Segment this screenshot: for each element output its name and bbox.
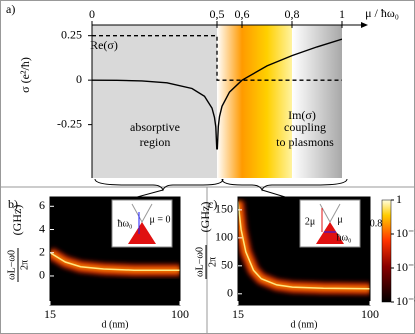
line: [92, 38, 342, 150]
x-axis-label: μ / ħω₀: [365, 6, 399, 20]
inset-label: 2μ: [305, 216, 315, 227]
heatmap-ridge: [50, 247, 180, 277]
inset-label: ħω₀: [117, 218, 133, 229]
brace: [94, 178, 224, 192]
y-axis-label: σ (e²/ħ): [18, 57, 32, 93]
ridge: [238, 201, 370, 290]
series-label: Im(σ): [288, 108, 316, 122]
x-tick-label: 15: [44, 307, 56, 321]
inset: 2μ μ ħω₀ = 0.8: [299, 199, 383, 248]
inset: ħω₀ μ = 0: [111, 199, 173, 248]
x-tick-label: 0: [89, 7, 95, 21]
annotation: coupling: [284, 120, 326, 134]
y-tick-label: 50: [221, 258, 233, 272]
y-tick-label: -0.25: [57, 116, 82, 130]
frame: [49, 196, 181, 306]
ridge: [50, 252, 180, 271]
y-tick-label: 4: [39, 221, 45, 235]
cone-lower: [128, 222, 156, 244]
x-tick-label: 1: [339, 7, 345, 21]
heatmap-ridge: [238, 200, 370, 295]
panel-label: a): [6, 2, 15, 16]
frame: [237, 196, 371, 306]
inset-label: = 0.8: [362, 218, 383, 229]
region: [217, 25, 292, 178]
x-tick-label: 100: [171, 307, 189, 321]
annotation: absorptive: [130, 120, 180, 134]
inset-label: μ = 0: [149, 214, 170, 225]
x-tick-label: 0,6: [235, 7, 250, 21]
colorbar: [381, 199, 392, 303]
x-axis-label: d (nm): [291, 319, 318, 330]
colorbar-tick-label: 10⁻²: [396, 260, 415, 274]
y-tick-label: 6: [39, 198, 45, 212]
line: [92, 35, 342, 81]
inset-label: ħω₀: [336, 232, 352, 243]
y-tick-label: 100: [215, 230, 233, 244]
x-tick-label: 0,8: [285, 7, 300, 21]
y-label-den: 2π: [19, 260, 30, 270]
colorbar-tick-label: 1: [396, 192, 402, 206]
brace: [221, 178, 348, 192]
panel-label: b): [8, 197, 18, 211]
y-label-num: ωL−ω0: [6, 250, 17, 280]
y-label-unit: (GHz): [198, 202, 212, 233]
x-tick-label: 0,5: [210, 7, 225, 21]
y-tick-label: 2: [39, 244, 45, 258]
region: [292, 25, 342, 178]
x-axis-label: d (nm): [102, 319, 129, 330]
series-label: Re(σ): [90, 38, 118, 52]
y-tick-label: 0: [39, 268, 45, 282]
cone-lower: [316, 222, 344, 244]
y-tick-label: 150: [215, 202, 233, 216]
y-tick-label: 0: [227, 286, 233, 300]
x-tick-label: 15: [232, 307, 244, 321]
y-label-num: ωL−ω0: [194, 247, 205, 277]
annotation: region: [140, 135, 171, 149]
colorbar-tick-label: 10⁻¹: [396, 226, 415, 240]
y-label-unit: (GHz): [10, 205, 24, 236]
y-tick-label: 0.25: [61, 27, 82, 41]
y-label-den: 2π: [207, 257, 218, 267]
panel-label: c): [208, 197, 217, 211]
x-tick-label: 100: [361, 307, 379, 321]
y-tick-label: 0: [76, 72, 82, 86]
annotation: to plasmons: [276, 135, 334, 149]
colorbar-tick-label: 10⁻³: [396, 294, 415, 308]
x-axis-arrow: [361, 22, 368, 28]
region: [92, 25, 217, 178]
inset-label: μ: [337, 214, 342, 225]
